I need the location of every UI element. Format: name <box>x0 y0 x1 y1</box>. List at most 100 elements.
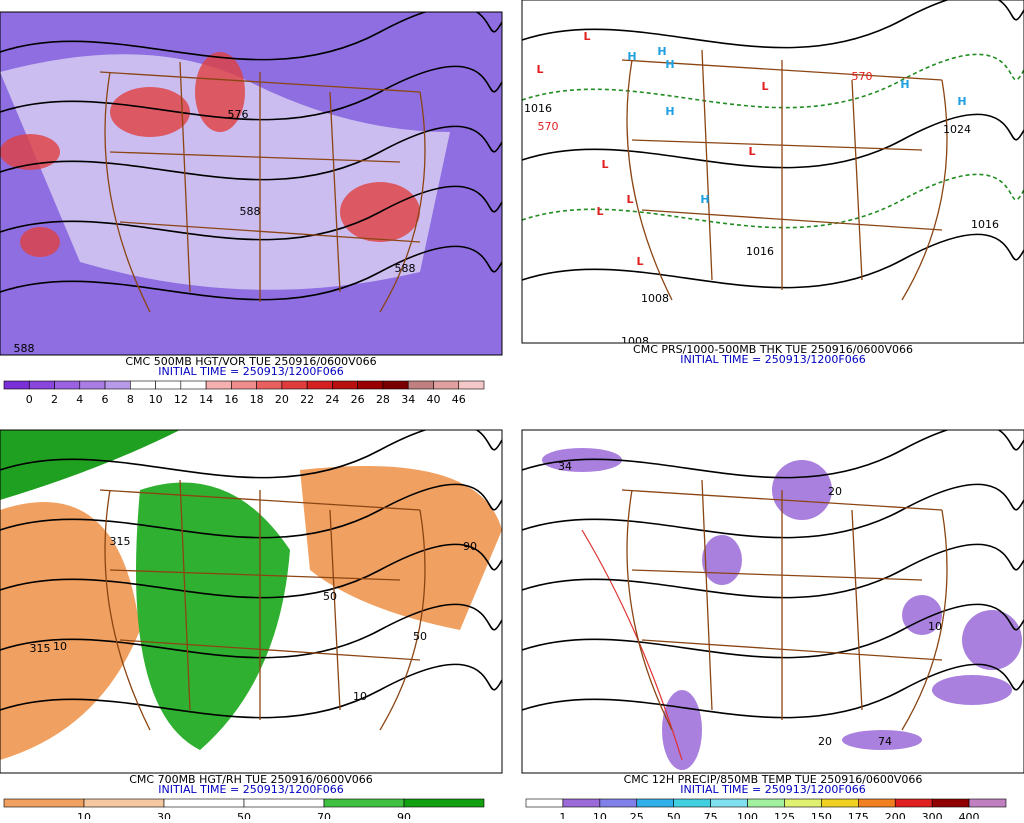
colorbar-label: 4 <box>76 393 83 406</box>
vorticity-max <box>0 134 60 170</box>
colorbar-label: 0 <box>26 393 33 406</box>
colorbar-label: 14 <box>199 393 213 406</box>
colorbar-swatch <box>357 380 384 390</box>
panel-frame <box>521 0 1024 344</box>
map-label: 10 <box>353 690 367 703</box>
map-label: H <box>700 193 709 206</box>
colorbar-swatch <box>821 798 859 808</box>
rh-moist <box>136 482 290 750</box>
colorbar-label: 22 <box>300 393 314 406</box>
colorbar-label: 24 <box>325 393 339 406</box>
colorbar-swatch <box>54 380 81 390</box>
contour <box>522 483 1024 539</box>
contour <box>522 233 1024 289</box>
initial-time: INITIAL TIME = 250913/1200F066 <box>680 353 865 366</box>
contour <box>0 663 502 719</box>
contour <box>522 543 1024 599</box>
precip <box>662 690 702 770</box>
colorbar-label: 8 <box>127 393 134 406</box>
colorbar-label: 30 <box>157 811 171 819</box>
map-label: H <box>627 50 636 63</box>
colorbar-label: 40 <box>426 393 440 406</box>
colorbar-swatch <box>525 798 564 808</box>
colorbar-swatch <box>858 798 896 808</box>
panel-title: CMC 500MB HGT/VOR TUE 250916/0600V066 <box>125 355 376 368</box>
initial-time: INITIAL TIME = 250913/1200F066 <box>158 365 343 378</box>
colorbar-label: 150 <box>811 811 832 819</box>
colorbar-label: 300 <box>922 811 943 819</box>
panel-frame <box>0 11 503 356</box>
map-label: 10 <box>53 640 67 653</box>
initial-time: INITIAL TIME = 250913/1200F066 <box>680 783 865 796</box>
colorbar-swatch <box>747 798 785 808</box>
contour <box>0 603 502 659</box>
colorbar-label: 125 <box>774 811 795 819</box>
map-label: L <box>626 193 633 206</box>
colorbar-swatch <box>130 380 156 390</box>
colorbar-swatch <box>332 380 358 390</box>
initial-time: INITIAL TIME = 250913/1200F066 <box>158 783 343 796</box>
map-label: 20 <box>828 485 842 498</box>
panel: 588 588 576 588 CMC 500MB HGT/VOR TUE 250916… <box>0 11 503 406</box>
colorbar-swatch <box>407 380 434 390</box>
map-label: 10 <box>928 620 942 633</box>
colorbar-label: 34 <box>401 393 415 406</box>
colorbar-swatch <box>382 380 409 390</box>
precip <box>962 610 1022 670</box>
colorbar-swatch <box>562 798 601 808</box>
contour <box>0 543 502 599</box>
colorbar-swatch <box>79 380 106 390</box>
map-label: 1008 <box>641 292 669 305</box>
panel-frame <box>521 429 1024 774</box>
borders <box>621 49 948 301</box>
colorbar-label: 25 <box>630 811 644 819</box>
map-label: L <box>748 145 755 158</box>
map-label: 588 <box>395 262 416 275</box>
colorbar-label: 46 <box>452 393 466 406</box>
contour <box>0 185 502 241</box>
colorbar-swatch <box>243 798 325 808</box>
colorbar-swatch <box>3 380 30 390</box>
contour <box>0 125 502 181</box>
colorbar-label: 175 <box>848 811 869 819</box>
vorticity-max <box>110 87 190 137</box>
contour <box>0 65 502 121</box>
map-label: L <box>761 80 768 93</box>
map-label: 576 <box>228 108 249 121</box>
map-label: 570 <box>852 70 873 83</box>
map-label: 1016 <box>971 218 999 231</box>
colorbar-label: 1 <box>559 811 566 819</box>
precip <box>932 675 1012 705</box>
contour <box>522 0 1024 49</box>
contour <box>0 245 502 301</box>
vorticity-max <box>20 227 60 257</box>
colorbar-label: 6 <box>102 393 109 406</box>
map: 20 34 74 20 10 <box>522 430 1024 773</box>
map-label: L <box>583 30 590 43</box>
colorbar-label: 10 <box>77 811 91 819</box>
colorbar-swatch <box>323 798 405 808</box>
map-label: 588 <box>14 342 35 355</box>
colorbar-swatch <box>155 380 182 390</box>
contour <box>522 113 1024 169</box>
map-label: L <box>536 63 543 76</box>
map-label: H <box>665 58 674 71</box>
colorbar-label: 20 <box>275 393 289 406</box>
contour <box>522 663 1024 719</box>
colorbar-label: 400 <box>959 811 980 819</box>
colorbar-swatch <box>180 380 207 390</box>
map-label: 50 <box>413 630 427 643</box>
map-label: L <box>636 255 643 268</box>
panel-title: CMC PRS/1000-500MB THK TUE 250916/0600V0… <box>633 343 913 356</box>
contour <box>0 483 502 539</box>
colorbar-swatch <box>83 798 165 808</box>
colorbar-label: 16 <box>224 393 238 406</box>
colorbar-label: 200 <box>885 811 906 819</box>
contour <box>0 12 502 61</box>
colorbar-swatch <box>306 380 333 390</box>
colorbar-label: 100 <box>737 811 758 819</box>
colorbar-swatch <box>256 380 283 390</box>
precip <box>772 460 832 520</box>
